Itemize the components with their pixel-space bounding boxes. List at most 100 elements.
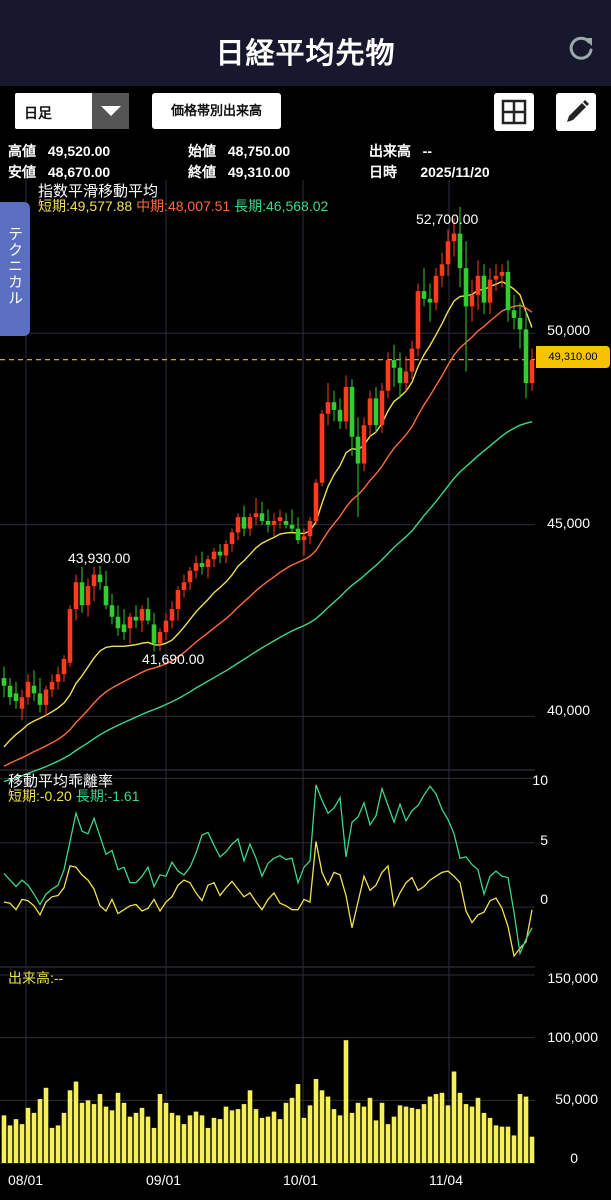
candle-body (235, 517, 241, 533)
vol-tick-100000: 100,000 (547, 1029, 598, 1045)
volume-bar (313, 1079, 319, 1163)
draw-button[interactable] (556, 93, 596, 131)
candle-body (169, 609, 175, 621)
peak-label-aug: 43,930.00 (68, 550, 131, 566)
volume-bar (481, 1112, 487, 1163)
candle-body (301, 536, 307, 541)
volume-bar (133, 1112, 139, 1163)
open-value: 48,750.00 (227, 143, 291, 159)
candle-body (139, 609, 145, 621)
candle-body (325, 402, 331, 414)
volume-bar (445, 1105, 451, 1163)
candle-body (469, 294, 475, 307)
candle-body (505, 271, 511, 311)
candle-body (199, 563, 205, 567)
candle-body (61, 658, 67, 675)
volume-bar (433, 1094, 439, 1163)
candle-body (217, 551, 223, 556)
candle-body (319, 413, 325, 483)
volume-bar (439, 1092, 445, 1163)
candle-body (391, 360, 397, 368)
volume-bar (517, 1094, 523, 1163)
date-value: 2025/11/20 (420, 164, 490, 180)
volume-bar (469, 1106, 475, 1163)
candle-body (397, 367, 403, 384)
candle-body (7, 685, 13, 698)
high-label: 高値 (8, 143, 36, 159)
volume-bar (169, 1112, 175, 1163)
moving-averages (3, 280, 533, 783)
volume-bar (259, 1117, 265, 1163)
candle-body (265, 520, 271, 525)
low-value: 48,670.00 (47, 164, 111, 180)
volume-bar (487, 1117, 493, 1163)
x-label-0801: 08/01 (8, 1172, 44, 1188)
candle-body (409, 348, 415, 372)
ema-long-line (3, 421, 533, 783)
refresh-icon[interactable] (565, 33, 597, 65)
volume-bar (7, 1125, 13, 1163)
volume-bar (85, 1100, 91, 1163)
technical-tab-label: テクニカル (6, 226, 23, 306)
period-select[interactable]: 日足 (15, 93, 129, 129)
volume-bar (223, 1106, 229, 1163)
low-label: 安値 (8, 164, 36, 180)
pencil-icon (567, 100, 589, 122)
open-info: 始値 48,750.00 (188, 141, 290, 161)
app-header: 日経平均先物 (0, 0, 611, 86)
candle-body (127, 616, 133, 629)
volume-bar (475, 1097, 481, 1163)
candle-body (163, 620, 169, 633)
volume-bar (379, 1102, 385, 1163)
volume-bar (25, 1107, 31, 1163)
volume-bar (175, 1115, 181, 1163)
volume-bar (109, 1110, 115, 1163)
candle-body (247, 517, 253, 529)
price-volume-button[interactable]: 価格帯別出来高 (152, 93, 281, 129)
volume-bar (265, 1116, 271, 1163)
candle-body (193, 563, 199, 571)
volume-bar (67, 1090, 73, 1163)
date-info: 日時 2025/11/20 (369, 162, 490, 182)
volume-label: 出来高 (369, 143, 411, 159)
volume-value: -- (422, 143, 432, 159)
deviation-long-label: 長期:-1.61 (75, 788, 140, 804)
ema-title: 指数平滑移動平均 (38, 183, 159, 200)
candle-body (115, 616, 121, 629)
volume-bar (211, 1117, 217, 1163)
ema-short-line (3, 280, 533, 748)
grid (0, 180, 535, 1165)
candle-body (97, 574, 103, 583)
volume-bar (97, 1094, 103, 1163)
layout-grid-button[interactable] (494, 93, 534, 131)
chart-canvas[interactable] (0, 180, 611, 1200)
deviation-short-label: 短期:-0.20 (8, 788, 72, 804)
volume-bar (355, 1102, 361, 1163)
volume-bar (397, 1105, 403, 1163)
volume-bar (499, 1126, 505, 1163)
candle-body (157, 632, 163, 644)
candle-body (271, 520, 277, 525)
volume-bar (409, 1107, 415, 1163)
oscillator (3, 784, 533, 958)
volume-bar (331, 1109, 337, 1163)
candle-body (175, 589, 181, 610)
candle-body (289, 524, 295, 529)
volume-bar (91, 1104, 97, 1163)
ema-long-label: 長期:46,568.02 (234, 198, 329, 214)
volume-bar (181, 1124, 187, 1163)
chevron-down-icon[interactable] (92, 93, 129, 129)
volume-bar (367, 1097, 373, 1163)
candle-body (277, 517, 283, 521)
volume-bar (31, 1112, 37, 1163)
volume-bar (115, 1092, 121, 1163)
volume-bar (403, 1106, 409, 1163)
candle-body (493, 275, 499, 280)
candle-body (43, 689, 49, 705)
volume-bar (385, 1124, 391, 1163)
candle-body (13, 693, 19, 702)
candle-body (85, 586, 91, 606)
technical-tab[interactable]: テクニカル (0, 202, 30, 336)
volume-bar (193, 1111, 199, 1163)
candle-body (223, 543, 229, 556)
